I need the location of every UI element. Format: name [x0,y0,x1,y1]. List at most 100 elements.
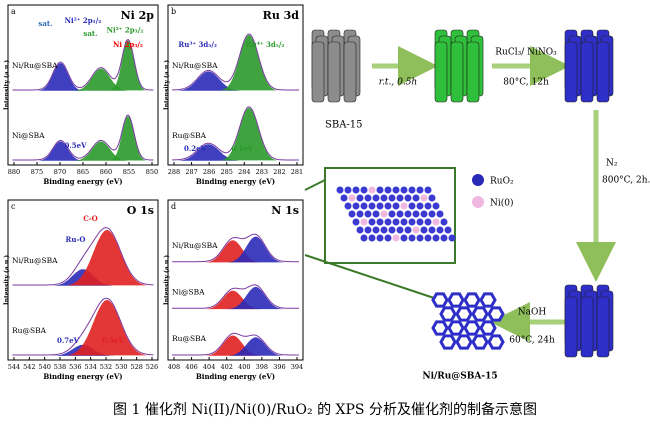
hex-pore [431,292,449,308]
label: r.t., 0.5h [379,78,417,88]
x-tick-label: 400 [238,363,250,371]
x-tick-label: 281 [291,168,303,176]
hex-pore [471,334,489,350]
fitted-peak [110,116,146,161]
particle [364,194,372,202]
label: 60°C, 24h [509,336,555,346]
spectrum [172,284,299,309]
x-axis-label: Binding energy (eV) [196,372,275,381]
particle [364,210,372,218]
peak-label: 0.5eV [64,141,87,150]
label: RuCl₃/ NiNO₃ [495,48,557,58]
peak-label: Ru³⁺ 3d₅/₂ [178,40,217,49]
x-tick-label: 402 [221,363,233,371]
x-tick-label: 528 [130,363,142,371]
panel-letter: c [11,202,16,211]
hex-pore [455,306,473,322]
spectrum [12,38,154,91]
particle [404,194,412,202]
x-tick-label: 544 [8,363,20,371]
particle [376,202,384,210]
peak-label: 0.5eV [102,336,125,345]
legend-label: RuO₂ [490,177,514,187]
hex-pore [439,306,457,322]
peak-label: sat. [83,29,97,38]
label: N₂ [606,159,618,169]
sample-label: Ni/Ru@SBA [172,241,218,250]
x-tick-label: 534 [84,363,96,371]
particle [404,226,412,234]
particle [348,210,356,218]
panel-frame [167,199,304,361]
sba-15-rod [311,29,361,103]
particle [344,202,352,210]
hex-pore [439,334,457,350]
x-tick-label: 850 [146,168,158,176]
fitted-peak [220,107,278,161]
particle [448,234,456,242]
particle [436,210,444,218]
x-tick-label: 288 [168,168,180,176]
panel-letter: b [171,7,176,16]
sample-label: Ni@SBA [12,131,45,140]
x-axis-label: Binding energy (eV) [43,177,122,186]
y-axis-label: Intensity (a.u.) [164,255,171,305]
x-tick-label: 855 [123,168,135,176]
channel [596,41,610,103]
channel [343,41,357,103]
particle [420,194,428,202]
channel [434,41,448,103]
particle [384,218,392,226]
spectrum [12,114,154,161]
particle [336,186,344,194]
legend-label: Ni(0) [490,198,514,209]
particle [392,202,400,210]
particle [416,202,424,210]
x-tick-label: 538 [54,363,66,371]
channel [580,296,594,358]
particle [428,194,436,202]
peak-label: 0.7eV [57,336,80,345]
x-tick-label: 540 [38,363,50,371]
particle [396,226,404,234]
particle [368,202,376,210]
particle [360,218,368,226]
y-axis-label: Intensity (a.u.) [4,255,11,305]
fitted-peak [227,337,285,356]
particle [384,186,392,194]
particle [376,186,384,194]
x-axis-label: Binding energy (eV) [196,177,275,186]
x-axis-label: Binding energy (eV) [43,372,122,381]
fitted-peak [38,141,83,161]
particle [408,186,416,194]
particle [400,234,408,242]
sample-label: Ni@SBA [172,288,205,297]
sample-label: Ru@SBA [12,326,47,335]
panel-title: Ru 3d [263,9,300,22]
y-axis-label: Intensity (a.u.) [164,60,171,110]
fitted-peak [74,141,128,161]
particle [400,186,408,194]
particle [400,202,408,210]
fitted-peak [176,144,241,161]
fitted-peak [110,40,146,91]
hex-pore [463,292,481,308]
particle [364,226,372,234]
particle [392,218,400,226]
particle [360,186,368,194]
x-tick-label: 530 [115,363,127,371]
particle [384,202,392,210]
hex-pore [479,292,497,308]
y-axis-label: Intensity (a.u.) [4,60,11,110]
sample-label: Ru@SBA [172,131,207,140]
label: Ni/Ru@SBA-15 [422,372,497,382]
particle [400,218,408,226]
particle [360,234,368,242]
particle [392,186,400,194]
x-tick-label: 286 [203,168,215,176]
x-tick-label: 404 [203,363,215,371]
particle [372,194,380,202]
spectrum [12,297,154,356]
channel [327,41,341,103]
x-tick-label: 860 [100,168,112,176]
